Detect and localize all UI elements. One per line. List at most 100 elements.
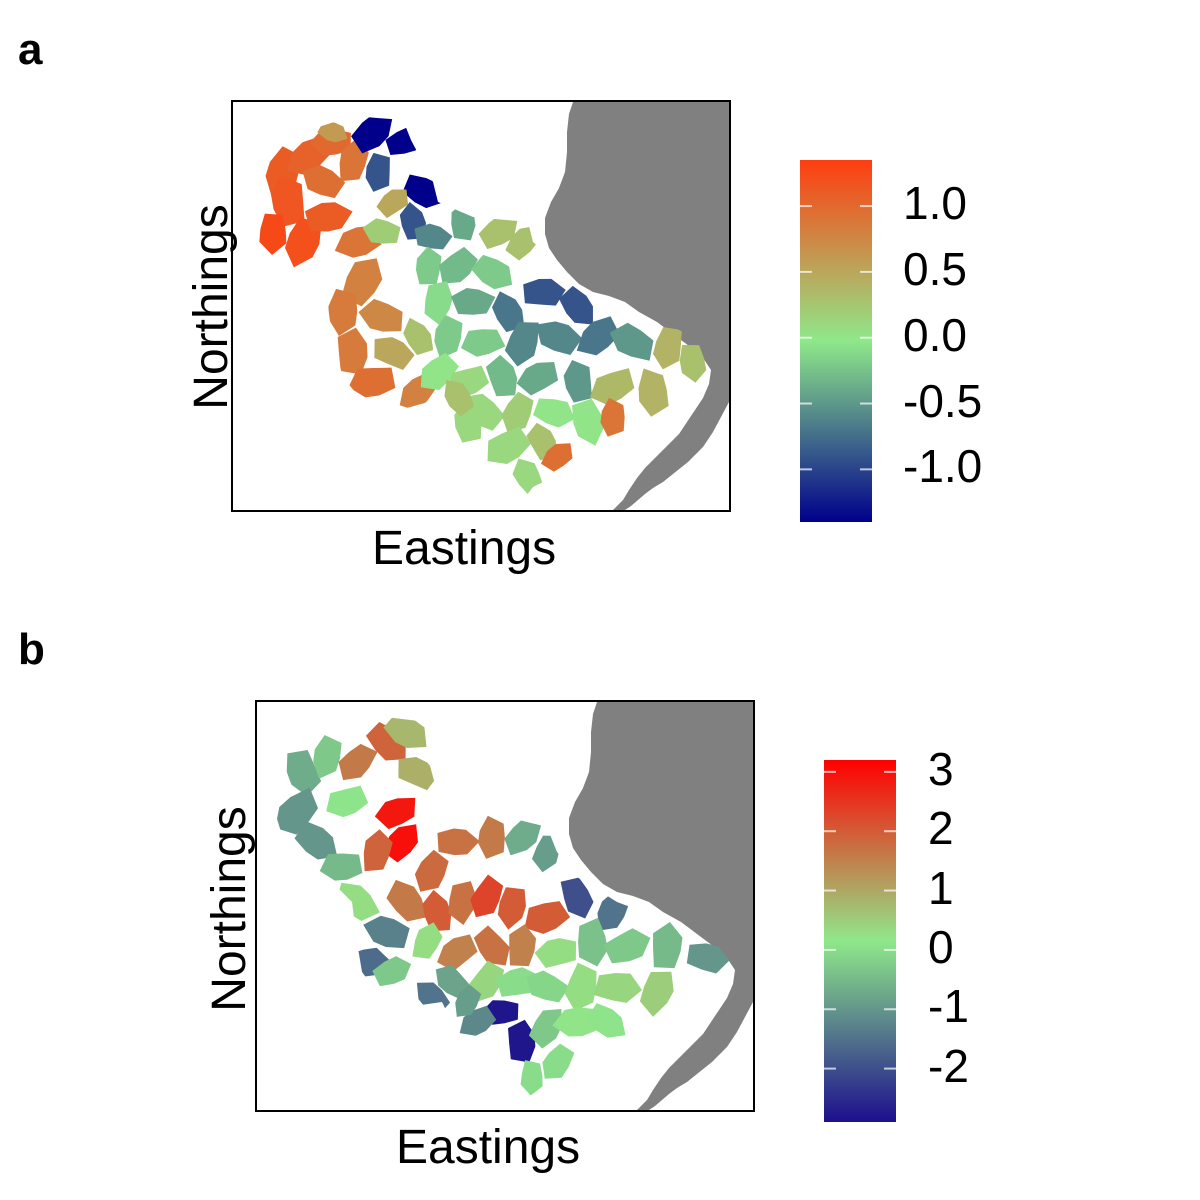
colorbar-tick-label: -0.5 xyxy=(903,374,983,427)
region-cell xyxy=(302,164,346,199)
region-cell xyxy=(679,345,707,383)
region-cell xyxy=(524,901,571,934)
map-a-xlabel: Eastings xyxy=(372,522,557,575)
region-cell xyxy=(365,152,390,192)
map-b-frame xyxy=(255,700,755,1112)
colorbar-tick-label: 0.0 xyxy=(903,308,967,361)
region-cell xyxy=(437,828,480,856)
region-cell xyxy=(294,821,338,860)
region-cell xyxy=(686,943,730,974)
region-cell xyxy=(542,1043,575,1079)
land-shape xyxy=(545,102,729,510)
region-cell xyxy=(402,174,444,209)
region-cell xyxy=(560,877,594,919)
region-cell xyxy=(358,298,403,332)
region-cell xyxy=(523,278,566,306)
legend-b-colorbar xyxy=(824,760,896,1122)
region-cell xyxy=(424,281,453,325)
region-cell xyxy=(275,787,319,835)
region-cell xyxy=(552,1007,600,1037)
region-cell xyxy=(535,321,583,356)
region-cell xyxy=(415,246,442,285)
colorbar-tick-label: 1.0 xyxy=(903,177,967,230)
region-cell xyxy=(526,970,570,1003)
region-cell xyxy=(653,921,683,969)
region-cell xyxy=(485,354,518,397)
region-cell xyxy=(337,327,368,375)
region-cell xyxy=(516,362,559,396)
region-cell xyxy=(286,749,322,797)
colorbar-tick-label: -1.0 xyxy=(903,440,983,493)
colorbar-tick-label: -1 xyxy=(928,980,969,1033)
region-cell xyxy=(372,956,412,987)
colorbar-gradient xyxy=(800,160,872,522)
region-cell xyxy=(403,317,434,356)
region-cell xyxy=(319,853,363,881)
region-cell xyxy=(351,116,393,154)
region-cell xyxy=(398,757,439,791)
region-cell xyxy=(374,337,415,371)
region-cell xyxy=(414,849,449,892)
region-cell xyxy=(348,367,396,398)
region-cell xyxy=(609,322,654,361)
colorbar-tick-label: 2 xyxy=(928,802,954,855)
region-cell xyxy=(478,815,505,859)
region-cell xyxy=(450,288,496,315)
region-cell xyxy=(603,928,651,964)
region-cell xyxy=(638,368,669,417)
region-cell xyxy=(459,1005,497,1036)
region-cell xyxy=(639,971,674,1017)
map-b-xlabel: Eastings xyxy=(396,1121,581,1174)
map-a-frame xyxy=(231,100,731,512)
region-cell xyxy=(532,398,575,428)
map-a-svg xyxy=(259,102,729,510)
colorbar-tick-label: 1 xyxy=(928,861,954,914)
map-b-svg xyxy=(275,702,753,1110)
region-cell xyxy=(558,285,593,325)
region-cell xyxy=(460,329,506,357)
region-cell xyxy=(420,352,459,390)
region-cell xyxy=(383,716,427,749)
region-cell xyxy=(304,202,353,232)
region-cell xyxy=(437,934,478,972)
region-cell xyxy=(473,925,510,966)
region-cell xyxy=(563,359,592,403)
region-cell xyxy=(336,882,380,922)
land-shape xyxy=(569,702,753,1110)
region-cell xyxy=(652,327,682,370)
panel-a-letter: a xyxy=(18,25,43,74)
region-cell xyxy=(326,785,369,818)
region-cell xyxy=(386,879,428,922)
region-cell xyxy=(470,874,504,918)
region-cell xyxy=(589,368,635,406)
region-cell xyxy=(540,443,573,472)
region-cell xyxy=(363,829,393,872)
region-cell xyxy=(478,214,518,250)
region-cell xyxy=(362,218,401,244)
colorbar-gradient xyxy=(824,760,896,1122)
region-cell xyxy=(508,1019,536,1063)
colorbar-tick-label: 0 xyxy=(928,920,954,973)
region-cell xyxy=(586,1003,626,1038)
region-cell xyxy=(455,984,482,1017)
region-cell xyxy=(412,922,443,959)
region-cell xyxy=(439,246,478,284)
region-cell xyxy=(468,960,505,1003)
region-cell xyxy=(496,967,539,997)
region-cell xyxy=(376,189,409,219)
region-cell xyxy=(414,223,453,250)
region-cell xyxy=(528,1008,562,1049)
colorbar-tick-label: 3 xyxy=(928,742,954,795)
region-cell xyxy=(487,426,532,464)
region-cell xyxy=(504,817,542,856)
region-cell xyxy=(317,120,348,143)
region-cell xyxy=(520,1060,543,1096)
region-cell xyxy=(578,917,608,967)
region-cell xyxy=(572,398,604,446)
map-b-ylabel: Northings xyxy=(203,806,256,1012)
region-cell xyxy=(338,743,378,781)
legend-a-colorbar xyxy=(800,160,872,522)
region-cell xyxy=(597,890,630,931)
region-cell xyxy=(451,201,476,241)
region-cell xyxy=(313,735,342,779)
